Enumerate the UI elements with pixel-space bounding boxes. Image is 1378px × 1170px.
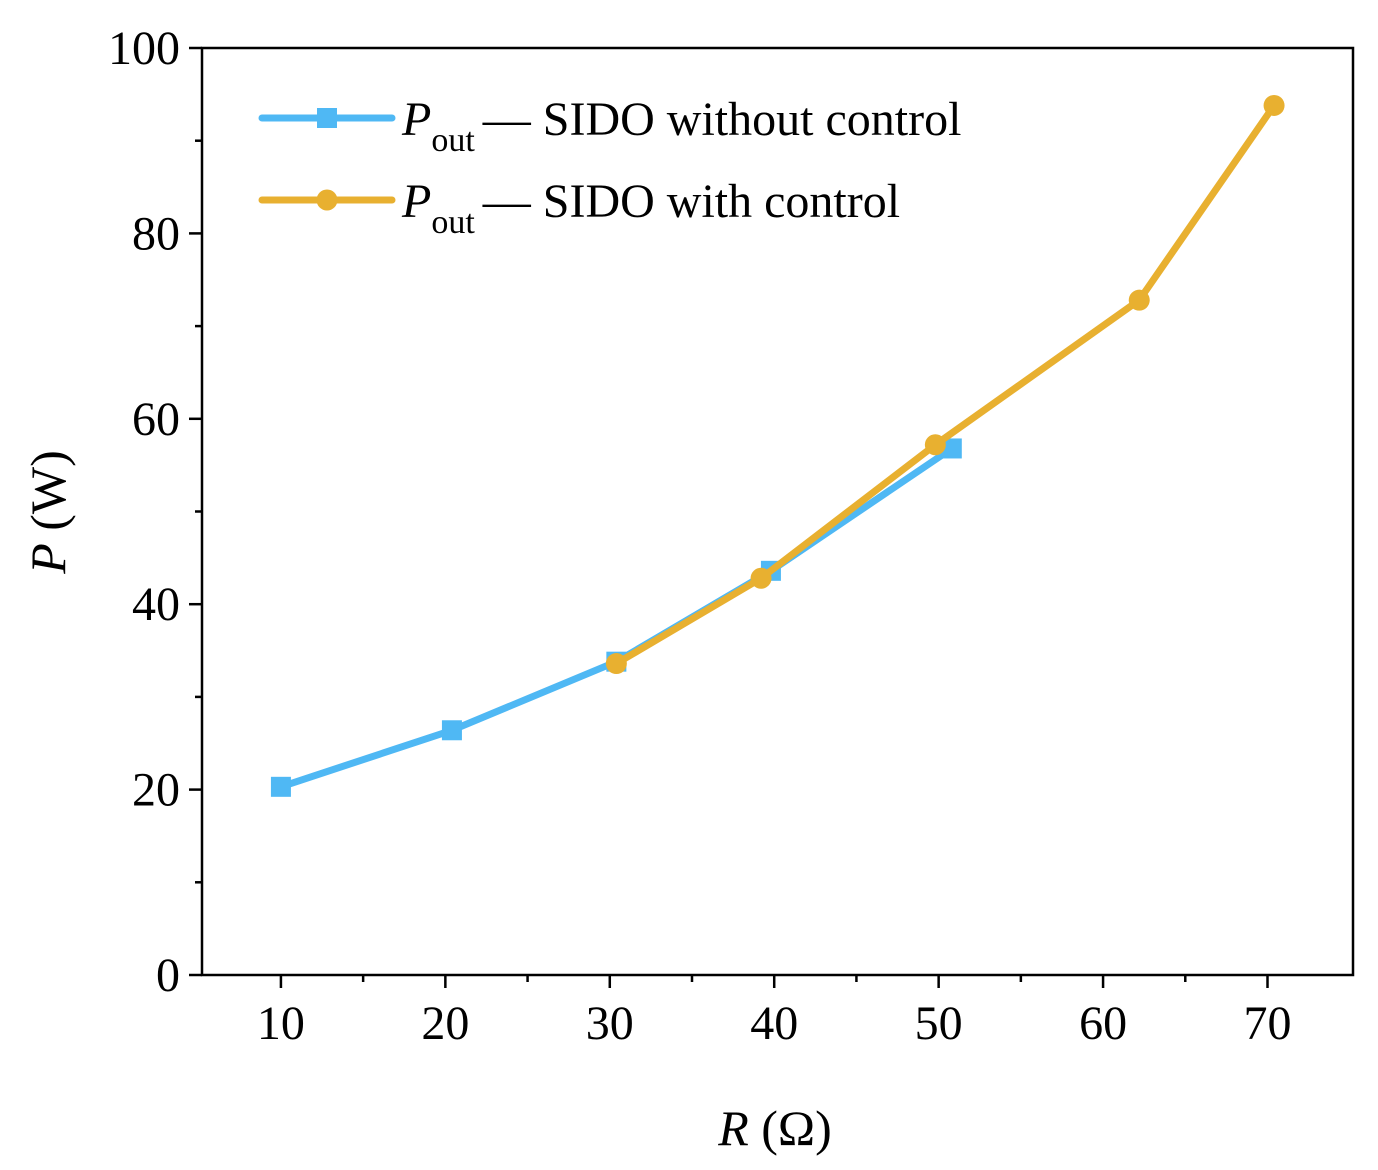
legend-name: SIDO without control: [543, 93, 962, 146]
legend-sub: out: [431, 204, 475, 241]
y-axis-unit: (W): [20, 450, 76, 543]
x-tick-label: 50: [915, 997, 963, 1050]
legend-var: P: [401, 175, 431, 228]
data-point-circle: [1263, 94, 1285, 116]
series-2: [605, 94, 1285, 675]
legend-var: P: [401, 93, 431, 146]
legend-dash: —: [482, 175, 532, 228]
tick-labels: 10 20 30 40 50 60 70 0 20 40 60 80 100: [108, 22, 1291, 1050]
data-point-circle: [924, 434, 946, 456]
y-axis-var: P: [20, 543, 76, 575]
legend-entry-2: Pout — SIDO with control: [258, 175, 900, 241]
data-point-circle: [750, 567, 772, 589]
data-point-square: [941, 438, 962, 459]
legend-marker-circle: [316, 189, 338, 211]
y-tick-label: 60: [132, 393, 180, 446]
data-point-square: [441, 720, 462, 741]
x-tick-label: 20: [421, 997, 469, 1050]
legend-name: SIDO with control: [543, 175, 900, 228]
ticks: [189, 46, 1269, 988]
y-tick-label: 20: [132, 764, 180, 817]
series-line: [277, 444, 956, 791]
legend-marker-square: [317, 108, 337, 128]
series-1: [270, 438, 962, 797]
legend-label: Pout — SIDO without control: [401, 93, 961, 159]
y-axis-title: P (W): [20, 450, 76, 575]
x-axis-var: R: [717, 1100, 749, 1156]
legend-entry-1: Pout — SIDO without control: [258, 93, 961, 159]
legend-dash: —: [482, 93, 532, 146]
legend-label: Pout — SIDO with control: [401, 175, 900, 241]
data-point-circle: [1128, 289, 1150, 311]
data-point-square: [270, 776, 291, 797]
x-axis-title: R (Ω): [717, 1100, 832, 1156]
y-tick-label: 40: [132, 578, 180, 631]
data-point-circle: [605, 653, 627, 675]
x-tick-label: 10: [257, 997, 305, 1050]
x-axis-unit: (Ω): [749, 1100, 832, 1156]
x-tick-label: 70: [1243, 997, 1291, 1050]
y-tick-label: 80: [132, 207, 180, 260]
y-tick-label: 0: [156, 949, 180, 1002]
series-layer: [270, 94, 1285, 797]
y-tick-label: 100: [108, 22, 180, 75]
legend-sub: out: [431, 122, 475, 159]
x-tick-label: 40: [750, 997, 798, 1050]
x-tick-label: 60: [1079, 997, 1127, 1050]
x-tick-label: 30: [586, 997, 634, 1050]
